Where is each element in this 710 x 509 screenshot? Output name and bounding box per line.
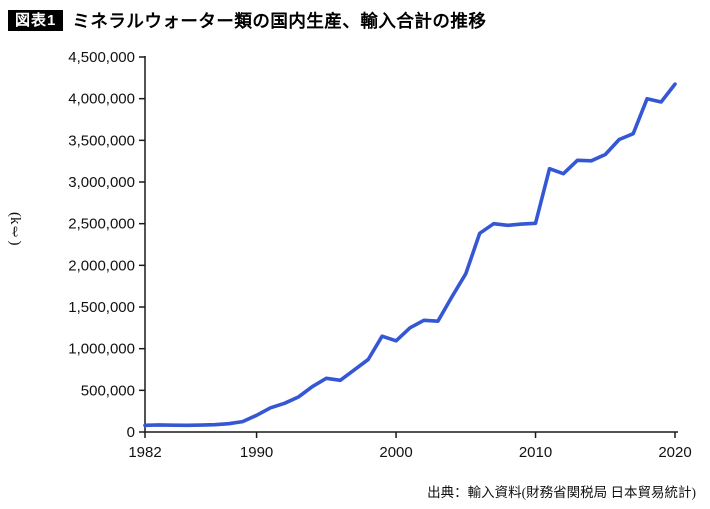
y-tick-label: 2,500,000 (68, 216, 135, 233)
y-tick-label: 3,000,000 (68, 174, 135, 191)
y-tick-label: 4,500,000 (68, 49, 135, 66)
chart-header: 図表1 ミネラルウォーター類の国内生産、輸入合計の推移 (8, 8, 486, 33)
x-tick-label: 2010 (519, 444, 552, 461)
y-tick-label: 4,000,000 (68, 91, 135, 108)
y-tick-label: 2,000,000 (68, 257, 135, 274)
chart-title: ミネラルウォーター類の国内生産、輸入合計の推移 (72, 11, 487, 31)
figure-number-badge: 図表1 (8, 10, 64, 31)
source-citation: 出典：輸入資料(財務省関税局 日本貿易統計) (427, 485, 696, 500)
y-axis-unit-label: (kℓ) (7, 212, 23, 246)
data-line (143, 82, 677, 428)
x-tick-label: 1982 (128, 444, 161, 461)
y-tick-label: 0 (127, 424, 135, 441)
x-tick-label: 1990 (240, 444, 273, 461)
y-tick-label: 1,500,000 (68, 299, 135, 316)
y-tick-label: 3,500,000 (68, 132, 135, 149)
x-tick-label: 2020 (658, 444, 691, 461)
x-tick-label: 2000 (379, 444, 412, 461)
y-tick-label: 1,000,000 (68, 341, 135, 358)
y-tick-label: 500,000 (81, 382, 135, 399)
